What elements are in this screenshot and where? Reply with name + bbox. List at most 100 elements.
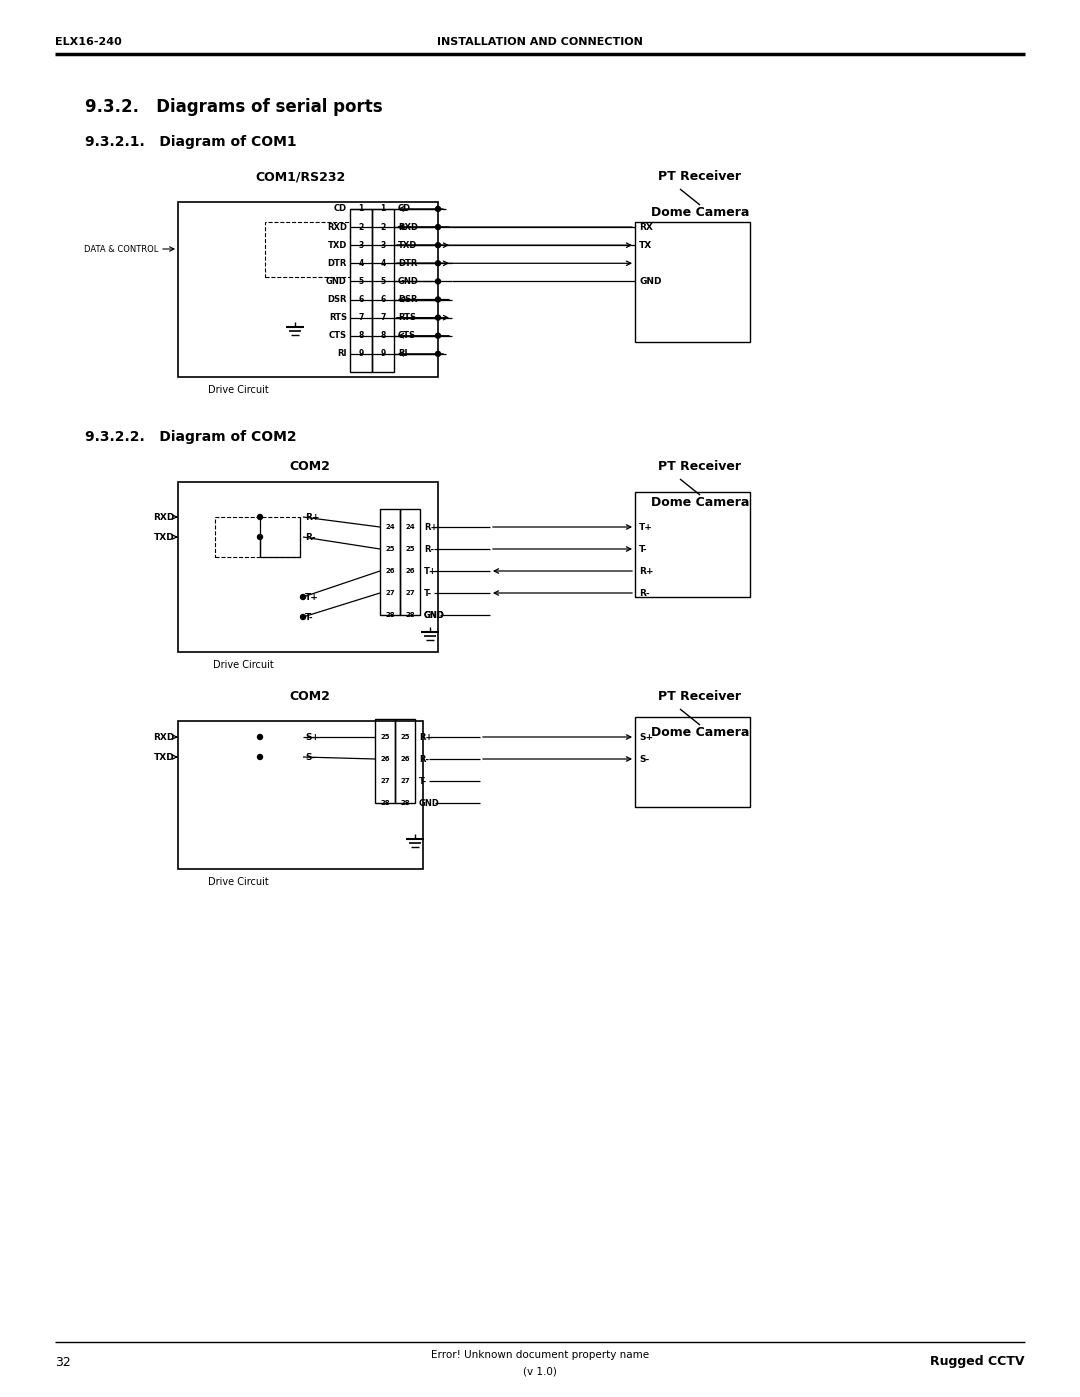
Text: TX: TX (639, 240, 652, 250)
Text: T+: T+ (424, 567, 437, 576)
Bar (178, 482, 438, 652)
Text: 7: 7 (380, 313, 386, 323)
Text: 2: 2 (380, 222, 386, 232)
Bar (350, 210, 372, 372)
Bar (395, 719, 415, 803)
Text: 28: 28 (386, 612, 395, 617)
Text: 8: 8 (359, 331, 364, 341)
Bar (265, 222, 350, 277)
Circle shape (257, 735, 262, 739)
Text: 28: 28 (405, 612, 415, 617)
Text: Dome Camera: Dome Camera (651, 496, 750, 509)
Text: 9: 9 (359, 349, 364, 359)
Text: T-: T- (305, 612, 313, 622)
Text: Rugged CCTV: Rugged CCTV (931, 1355, 1025, 1369)
Bar (178, 203, 438, 377)
Text: DTR: DTR (399, 258, 417, 268)
Text: 1: 1 (359, 204, 364, 214)
Text: R+: R+ (419, 732, 432, 742)
Text: COM2: COM2 (289, 690, 330, 704)
Text: 2: 2 (359, 222, 364, 232)
Text: S+: S+ (305, 732, 319, 742)
Text: 9.3.2.1.   Diagram of COM1: 9.3.2.1. Diagram of COM1 (85, 136, 297, 149)
Text: 1: 1 (380, 204, 386, 214)
Text: 26: 26 (386, 569, 395, 574)
Text: DSR: DSR (327, 295, 347, 305)
Text: 27: 27 (386, 590, 395, 597)
Text: PT Receiver: PT Receiver (659, 170, 742, 183)
Text: 3: 3 (380, 240, 386, 250)
Text: DTR: DTR (327, 258, 347, 268)
Text: S+: S+ (639, 732, 653, 742)
Text: 6: 6 (380, 295, 386, 305)
Circle shape (435, 351, 441, 356)
Text: GND: GND (424, 610, 445, 619)
Circle shape (257, 754, 262, 760)
Text: RTS: RTS (329, 313, 347, 323)
Text: TXD: TXD (154, 753, 175, 761)
Text: 25: 25 (401, 733, 409, 740)
Text: RXD: RXD (327, 222, 347, 232)
Circle shape (300, 595, 306, 599)
Circle shape (435, 334, 441, 338)
Text: RXD: RXD (153, 513, 175, 521)
Text: 9.3.2.   Diagrams of serial ports: 9.3.2. Diagrams of serial ports (85, 98, 382, 116)
Text: RTS: RTS (399, 313, 416, 323)
Text: 27: 27 (405, 590, 415, 597)
Text: T+: T+ (639, 522, 653, 531)
Text: RXD: RXD (399, 222, 418, 232)
Text: R-: R- (424, 545, 434, 553)
Text: R-: R- (419, 754, 429, 764)
Circle shape (435, 279, 441, 284)
Text: GND: GND (424, 610, 445, 619)
Text: PT Receiver: PT Receiver (659, 461, 742, 474)
Circle shape (435, 225, 441, 229)
Text: (v 1.0): (v 1.0) (523, 1366, 557, 1376)
Text: 5: 5 (380, 277, 386, 286)
Text: R+: R+ (639, 567, 653, 576)
Text: S-: S- (639, 754, 649, 764)
Circle shape (300, 615, 306, 619)
Text: DATA & CONTROL: DATA & CONTROL (83, 244, 158, 253)
Text: T-: T- (419, 777, 428, 785)
Text: TXD: TXD (327, 240, 347, 250)
Text: RX: RX (639, 222, 653, 232)
Text: T+: T+ (305, 592, 319, 602)
Bar (400, 509, 420, 615)
Bar (178, 721, 423, 869)
Text: 27: 27 (401, 778, 409, 784)
Text: Dome Camera: Dome Camera (651, 725, 750, 739)
Text: 4: 4 (359, 258, 364, 268)
Text: T-: T- (424, 588, 432, 598)
Text: CD: CD (399, 204, 411, 214)
Text: RI: RI (399, 349, 407, 359)
Text: 3: 3 (359, 240, 364, 250)
Text: PT Receiver: PT Receiver (659, 690, 742, 704)
Text: CTS: CTS (399, 331, 416, 341)
Text: INSTALLATION AND CONNECTION: INSTALLATION AND CONNECTION (437, 36, 643, 47)
Text: Drive Circuit: Drive Circuit (207, 386, 268, 395)
Text: 26: 26 (405, 569, 415, 574)
Bar (380, 509, 400, 615)
Text: Error! Unknown document property name: Error! Unknown document property name (431, 1350, 649, 1361)
Circle shape (435, 316, 441, 320)
Text: COM1/RS232: COM1/RS232 (255, 170, 346, 183)
Text: 32: 32 (55, 1355, 71, 1369)
Bar (635, 222, 750, 342)
Text: DSR: DSR (399, 295, 418, 305)
Text: CTS: CTS (329, 331, 347, 341)
Text: 27: 27 (380, 778, 390, 784)
Text: 28: 28 (401, 800, 409, 806)
Text: 26: 26 (401, 756, 409, 761)
Circle shape (257, 514, 262, 520)
Text: 8: 8 (380, 331, 386, 341)
Text: 24: 24 (405, 524, 415, 529)
Text: R+: R+ (424, 522, 437, 531)
Bar (635, 492, 750, 597)
Text: ELX16-240: ELX16-240 (55, 36, 122, 47)
Circle shape (435, 261, 441, 265)
Text: 26: 26 (380, 756, 390, 761)
Text: GND: GND (419, 799, 440, 807)
Text: T-: T- (639, 545, 648, 553)
Text: R-: R- (639, 588, 650, 598)
